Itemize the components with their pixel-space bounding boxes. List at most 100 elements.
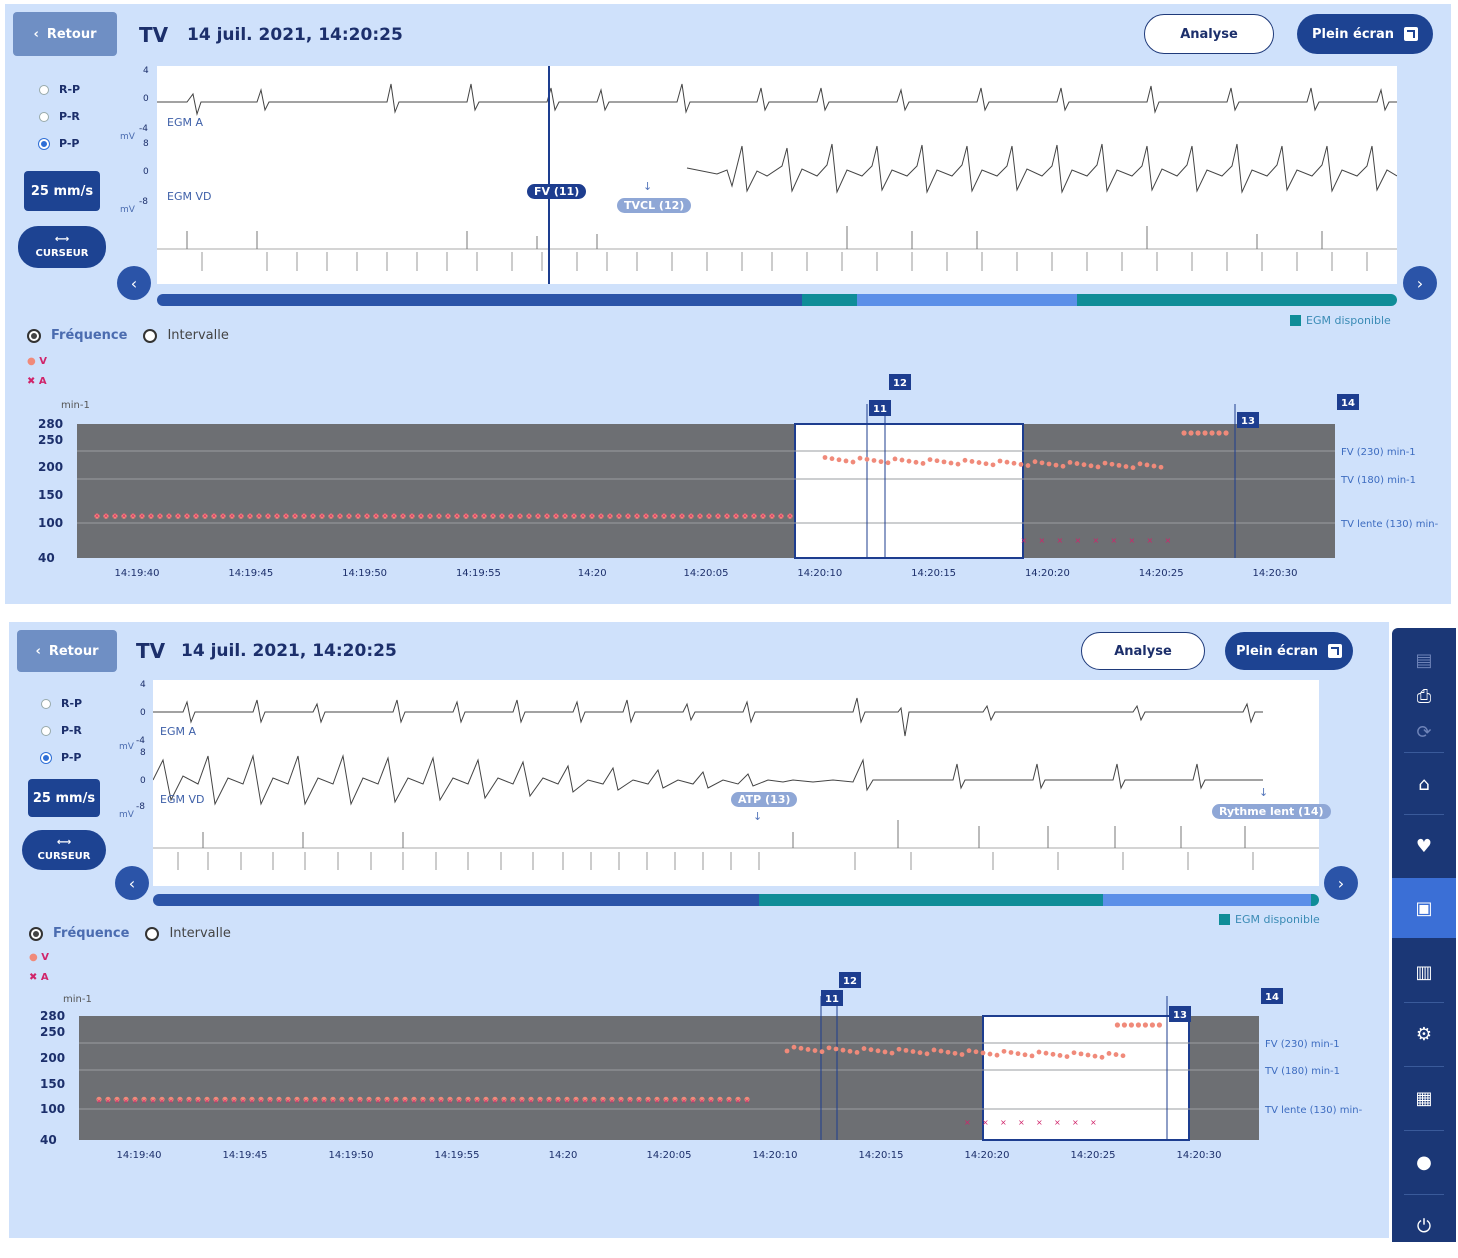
a-point: × [618,1097,624,1105]
timeline-bar[interactable] [157,294,1397,306]
power-icon[interactable]: ⏻ [1416,1215,1432,1237]
v-point [411,1096,417,1102]
marker-atp-13[interactable]: ATP (13) [731,792,798,807]
v-point [96,1096,102,1102]
a-point: × [375,1097,381,1105]
v-point [1114,1022,1120,1028]
radio-intervalle[interactable] [143,328,158,343]
a-point: × [220,512,226,520]
v-point [402,1096,408,1102]
chevron-left-icon: ‹ [128,873,136,893]
marker-label: FV (11) [534,185,580,198]
y-tick-label: 200 [40,1051,65,1065]
radio-frequence[interactable] [27,328,41,343]
v-point [787,513,793,519]
back-button[interactable]: ‹ Retour [17,630,117,672]
user-icon[interactable]: ● [1416,1151,1432,1173]
egm-a-trace [153,697,1263,737]
analyse-button[interactable]: Analyse [1144,14,1274,54]
a-point: × [409,512,415,520]
x-tick-label: 14:19:45 [223,1150,268,1161]
a-point: × [339,1097,345,1105]
v-point [472,513,478,519]
v-point [822,455,828,460]
v-point [962,457,968,463]
home-icon[interactable]: ⌂ [1418,773,1430,795]
episodes-icon[interactable]: ▣ [1392,878,1456,938]
radio-r-p[interactable]: R-P [39,76,80,103]
next-button[interactable]: › [1324,866,1358,900]
radio-p-r[interactable]: P-R [39,103,80,130]
sync-icon[interactable]: ⟳ [1416,721,1432,743]
v-point [492,1096,498,1102]
egm-strip[interactable]: EGM A EGM VD [157,66,1398,284]
timeline-bar[interactable] [153,894,1319,906]
v-marker-ticks [177,852,1254,870]
prev-button[interactable]: ‹ [117,266,151,300]
a-point: × [1054,1118,1061,1127]
cursor-button[interactable]: ⟷ CURSEUR [18,226,106,268]
fullscreen-button[interactable]: Plein écran [1297,14,1433,54]
trend-chart[interactable]: FV (230) min-1 TV (180) min-1 TV lente (13… [5,364,1451,594]
radio-p-r[interactable]: P-R [41,717,82,744]
analyse-button[interactable]: Analyse [1081,632,1205,670]
episode-tag-label: 13 [1173,1010,1187,1021]
a-point: × [607,512,613,520]
document-icon[interactable]: ▤ [1415,649,1433,671]
marker-rythme-lent-14[interactable]: Rythme lent (14) [1212,804,1331,819]
settings-icon[interactable]: ⚙ [1415,1023,1433,1045]
time-cursor-line[interactable] [548,66,550,284]
v-point [652,513,658,519]
v-point [1064,1054,1070,1059]
fullscreen-button[interactable]: Plein écran [1225,632,1353,670]
speed-button[interactable]: 25 mm/s [28,779,100,817]
radio-intervalle[interactable] [145,926,160,941]
v-point [1116,462,1122,468]
v-point [645,1096,651,1102]
v-point [400,513,406,519]
back-button[interactable]: ‹ Retour [13,12,117,56]
marker-tvcl-12[interactable]: TVCL (12) [617,198,692,213]
next-button[interactable]: › [1403,266,1437,300]
cursor-icon: ⟷ [54,234,70,245]
v-point [375,1096,381,1102]
egm-strip[interactable]: EGM A EGM VD [152,680,1319,886]
v-point [526,513,532,519]
v-point [1046,461,1052,467]
episode-datetime: 14 juil. 2021, 14:20:25 [187,25,403,45]
marker-label: TVCL (12) [624,199,685,212]
radio-r-p[interactable]: R-P [41,690,82,717]
v-point [1120,1053,1126,1059]
a-point: × [238,512,244,520]
radio-frequence[interactable] [29,926,43,941]
episode-tag [821,990,843,1006]
speed-button[interactable]: 25 mm/s [24,171,100,211]
trend-chart[interactable]: FV (230) min-1 TV (180) min-1 TV lente (13… [9,958,1389,1208]
marker-fv-11[interactable]: FV (11) [527,184,587,199]
prev-button[interactable]: ‹ [115,866,149,900]
a-point: × [276,1097,282,1105]
report-icon[interactable]: ▦ [1415,1087,1433,1109]
egm-available-legend: EGM disponible [1290,314,1391,327]
v-point [663,1096,669,1102]
a-point: × [717,1097,723,1105]
radio-p-p[interactable]: P-P [39,130,80,157]
a-point: × [265,512,271,520]
a-point: × [301,512,307,520]
egm-traces [157,83,1398,271]
radio-label: P-R [61,724,82,737]
a-point: × [312,1097,318,1105]
cursor-button[interactable]: ⟷ CURSEUR [22,830,106,870]
a-point: × [474,1097,480,1105]
radio-p-p[interactable]: P-P [41,744,82,771]
a-point: × [258,1097,264,1105]
back-label: Retour [48,643,99,659]
a-point: × [402,1097,408,1105]
printer-icon[interactable]: ⎙ [1416,685,1432,707]
v-point [1149,1022,1155,1028]
a-point: × [283,512,289,520]
heart-icon[interactable]: ♥ [1415,835,1433,857]
v-point [618,1096,624,1102]
v-point [706,513,712,519]
chart-icon[interactable]: ▥ [1415,961,1433,983]
